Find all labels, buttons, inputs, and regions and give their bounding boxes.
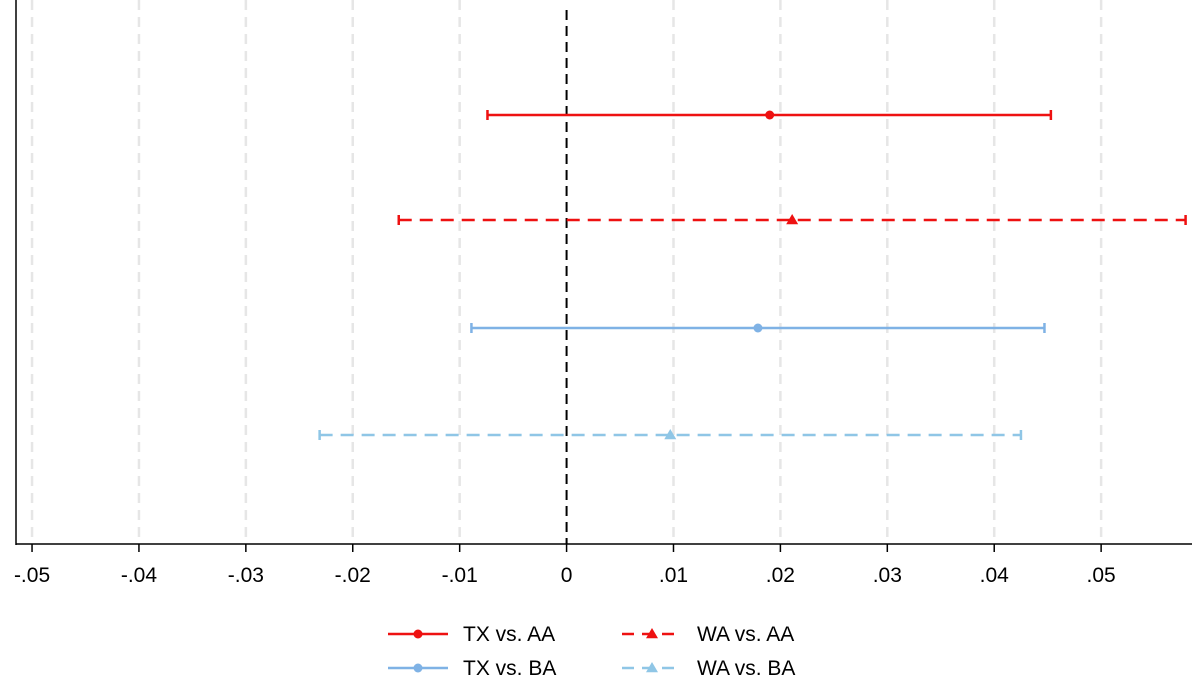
legend-item-3: TX vs. BA [388,657,556,680]
point-estimate-1 [765,110,775,120]
series-3 [470,323,1046,333]
series-2 [397,214,1187,225]
x-tick-label-6: .01 [659,564,688,587]
x-tick-label-7: .02 [766,564,795,587]
legend-marker-1 [413,629,423,639]
x-tick-label-9: .04 [980,564,1010,587]
legend-label-2: WA vs. AA [697,623,794,646]
legend-label-4: WA vs. BA [697,657,795,680]
legend-marker-3 [413,663,423,673]
legend-marker-2 [646,628,658,639]
x-tick-label-4: -.01 [442,564,478,587]
legend-marker-4 [646,662,658,673]
legend-item-1: TX vs. AA [388,623,555,646]
x-tick-label-5: 0 [561,564,573,587]
series-4 [318,429,1023,440]
legend-label-1: TX vs. AA [463,623,555,646]
series-marks [318,110,1187,440]
vertical-gridlines [30,0,1103,544]
legend-item-4: WA vs. BA [622,657,795,680]
x-tick-label-3: -.02 [335,564,371,587]
axes [15,0,1192,545]
x-tick-label-0: -.05 [14,564,50,587]
point-estimate-2 [786,214,799,225]
legend: TX vs. AA WA vs. AA TX vs. BA WA vs. BA [388,623,795,680]
series-1 [486,110,1053,120]
x-tick-label-2: -.03 [228,564,264,587]
legend-label-3: TX vs. BA [463,657,556,680]
point-estimate-4 [664,429,677,440]
x-axis-ticks: -.05 -.04 -.03 -.02 -.01 0 .01 .02 .03 .04 .05 [14,544,1116,587]
point-estimate-3 [753,323,763,333]
legend-item-2: WA vs. AA [622,623,794,646]
x-tick-label-1: -.04 [121,564,158,587]
x-tick-label-8: .03 [873,564,902,587]
x-tick-label-10: .05 [1087,564,1116,587]
